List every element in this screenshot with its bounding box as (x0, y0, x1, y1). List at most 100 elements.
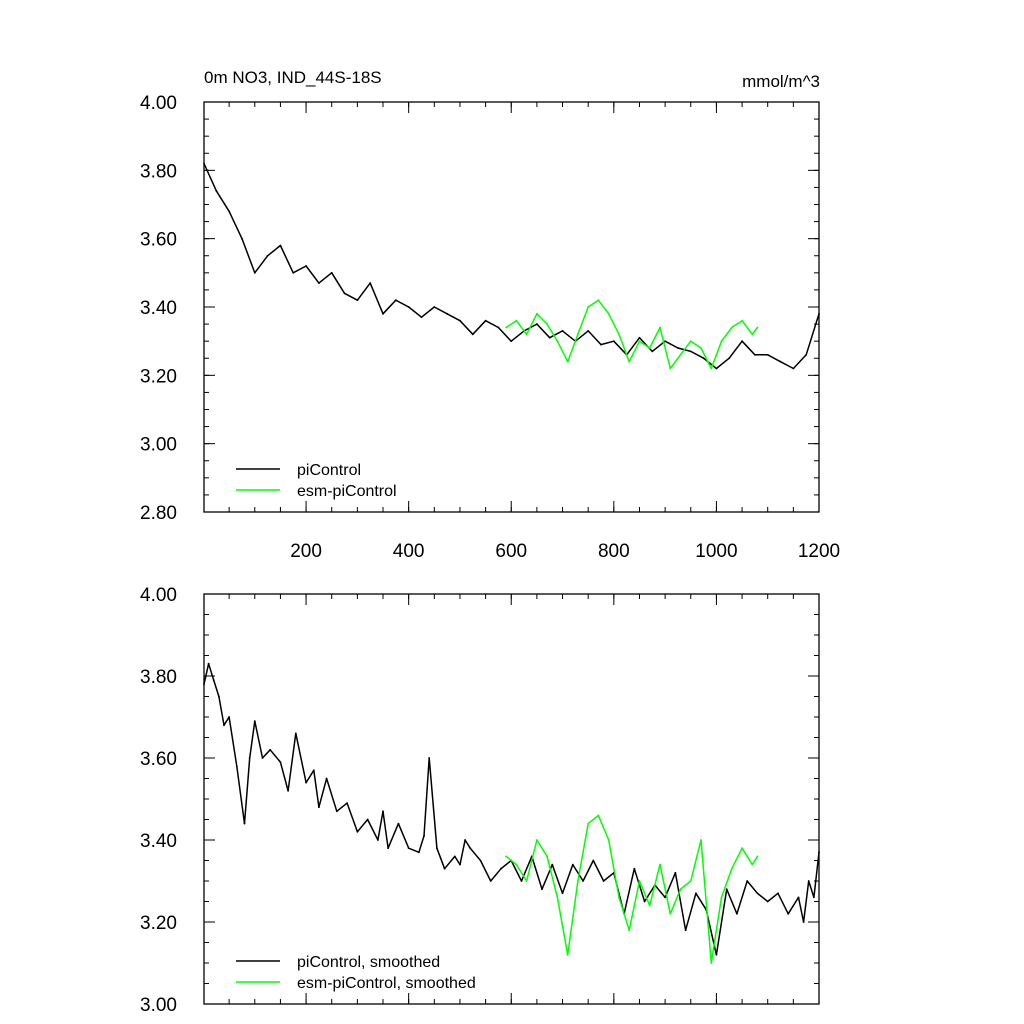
data-point-picontrol-smoothed (582, 880, 584, 882)
data-point-picontrol-smoothed (725, 888, 728, 891)
data-point-picontrol-smoothed (766, 900, 769, 903)
data-point-picontrol (728, 357, 731, 360)
y-tick-label: 3.00 (140, 995, 177, 1016)
data-point-picontrol-smoothed (694, 892, 697, 895)
data-point-esm-picontrol-smoothed (741, 847, 743, 850)
data-point-picontrol-smoothed (325, 777, 328, 780)
data-point-esm-picontrol (730, 326, 733, 329)
data-point-picontrol (343, 292, 346, 295)
data-point-picontrol-smoothed (376, 839, 379, 841)
data-point-picontrol-smoothed (235, 765, 238, 768)
data-point-esm-picontrol (566, 360, 569, 363)
data-point-esm-picontrol (587, 306, 590, 308)
data-point-picontrol (689, 350, 692, 353)
data-point-picontrol (228, 210, 231, 213)
data-point-picontrol (394, 299, 397, 302)
data-point-esm-picontrol (535, 312, 538, 315)
data-point-esm-picontrol (515, 319, 518, 322)
y-tick-label: 3.20 (140, 366, 177, 387)
data-point-esm-picontrol (710, 367, 713, 370)
data-point-picontrol-smoothed (335, 810, 338, 813)
legend-label-picontrol-smoothed: piControl, smoothed (297, 954, 440, 971)
data-point-esm-picontrol (556, 340, 559, 343)
data-point-picontrol (600, 343, 602, 346)
data-point-picontrol (535, 323, 538, 325)
data-point-esm-picontrol-smoothed (525, 880, 528, 882)
data-point-picontrol (407, 306, 410, 308)
top-panel: 0m NO3, IND_44S-18S mmol/m^3 2.80 3.00 3.2… (140, 68, 840, 562)
data-point-picontrol-smoothed (489, 880, 492, 882)
data-point-esm-picontrol-smoothed (566, 953, 569, 956)
data-point-picontrol (279, 244, 282, 247)
data-point-picontrol (753, 353, 756, 356)
data-point-picontrol-smoothed (777, 892, 779, 895)
bottom-panel-legend: piControl, smoothed esm-piControl, smoot… (236, 954, 476, 992)
data-point-picontrol-smoothed (643, 900, 646, 903)
data-point-picontrol-smoothed (469, 847, 472, 850)
data-point-esm-picontrol-smoothed (628, 929, 631, 932)
data-point-picontrol-smoothed (802, 921, 805, 923)
top-panel-frame (203, 101, 820, 513)
bottom-panel-ticks: 3.00 3.20 3.40 3.60 3.80 4.00 (140, 585, 820, 1016)
data-point-picontrol (651, 350, 654, 353)
data-point-picontrol (433, 306, 436, 308)
data-point-picontrol-smoothed (253, 720, 256, 722)
data-point-picontrol (356, 299, 359, 302)
data-point-picontrol (779, 360, 782, 363)
data-point-esm-picontrol (741, 319, 743, 322)
data-point-picontrol-smoothed (736, 912, 738, 915)
y-tick-label: 2.80 (140, 503, 177, 524)
data-point-esm-picontrol-smoothed (689, 880, 692, 882)
data-point-picontrol (459, 319, 461, 322)
data-point-picontrol-smoothed (212, 679, 215, 681)
data-point-picontrol (305, 265, 307, 267)
data-point-picontrol (715, 367, 718, 370)
data-point-picontrol-smoothed (269, 748, 272, 751)
data-point-esm-picontrol-smoothed (659, 863, 661, 866)
data-point-picontrol-smoothed (387, 847, 390, 850)
data-point-picontrol (741, 340, 743, 343)
legend-label-esm-picontrol-smoothed: esm-piControl, smoothed (297, 975, 476, 992)
data-point-picontrol (471, 333, 474, 336)
data-point-picontrol (587, 330, 590, 332)
data-point-picontrol-smoothed (684, 929, 687, 932)
data-point-picontrol (664, 340, 667, 343)
y-tick-label: 4.00 (140, 93, 177, 114)
data-point-esm-picontrol-smoothed (700, 839, 702, 841)
data-point-esm-picontrol (669, 367, 672, 370)
series-line-picontrol-smoothed (203, 662, 820, 956)
data-point-picontrol-smoothed (423, 835, 425, 837)
data-point-picontrol-smoothed (797, 896, 800, 899)
y-tick-label: 4.00 (140, 585, 177, 606)
data-point-picontrol-smoothed (223, 724, 225, 727)
data-point-picontrol-smoothed (261, 757, 264, 759)
data-point-esm-picontrol (659, 326, 661, 329)
top-panel-legend: piControl esm-piControl (236, 462, 397, 500)
data-point-picontrol-smoothed (366, 818, 369, 821)
y-tick-label: 3.40 (140, 298, 177, 319)
data-point-esm-picontrol-smoothed (515, 863, 518, 866)
data-point-picontrol-smoothed (561, 892, 564, 895)
top-panel-units: mmol/m^3 (742, 72, 820, 91)
data-point-picontrol (266, 254, 269, 257)
data-point-esm-picontrol (546, 323, 549, 325)
data-point-picontrol (497, 326, 500, 329)
data-point-picontrol-smoothed (479, 859, 482, 862)
data-point-esm-picontrol (638, 340, 641, 343)
data-point-picontrol-smoothed (418, 851, 420, 854)
data-point-esm-picontrol-smoothed (756, 855, 759, 858)
series-line-esm-picontrol (505, 299, 759, 370)
data-point-esm-picontrol (577, 333, 579, 336)
data-point-picontrol-smoothed (435, 847, 438, 850)
data-point-picontrol (292, 271, 295, 274)
data-point-picontrol-smoothed (407, 847, 410, 850)
top-panel-title: 0m NO3, IND_44S-18S (204, 68, 382, 87)
y-tick-label: 3.60 (140, 749, 177, 770)
data-point-esm-picontrol-smoothed (730, 867, 733, 870)
data-point-esm-picontrol-smoothed (669, 912, 672, 915)
data-point-picontrol-smoothed (464, 839, 466, 841)
data-point-picontrol (330, 271, 333, 274)
y-tick-label: 3.00 (140, 435, 177, 456)
data-point-picontrol (677, 347, 679, 349)
data-point-picontrol-smoothed (500, 867, 502, 870)
